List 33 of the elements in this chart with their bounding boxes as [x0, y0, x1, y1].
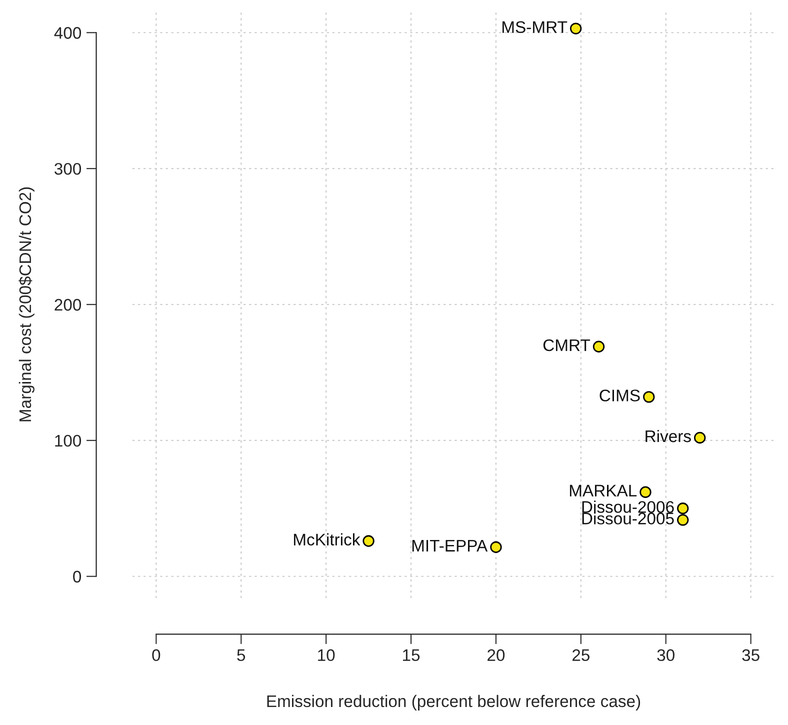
annotation: Dissou-2006	[582, 500, 674, 513]
y-tick-label: 0	[73, 570, 82, 583]
annotation: MS-MRT	[502, 21, 568, 34]
annotation: McKitrick	[294, 533, 360, 546]
x-tick-label: 30	[657, 649, 674, 662]
y-tick-label: 400	[54, 27, 82, 39]
point	[694, 432, 706, 444]
x-tick-label: 0	[152, 649, 160, 662]
x-tick-label: 35	[742, 649, 760, 662]
annotation: Rivers	[646, 430, 691, 442]
x-axis-title: Emission reduction (percent below reference case)	[267, 694, 640, 710]
point	[570, 22, 582, 34]
point	[592, 340, 605, 352]
x-tick-label: 25	[572, 649, 590, 662]
annotation: MIT-EPPA	[412, 540, 488, 552]
point	[640, 486, 652, 498]
point	[643, 391, 655, 403]
y-tick-label: 100	[55, 434, 82, 447]
annotation: Dissou-2005	[582, 512, 674, 524]
x-tick-label: 5	[237, 649, 246, 662]
annotation: MARKAL	[570, 484, 637, 496]
y-tick-label: 200	[54, 298, 82, 311]
point	[362, 535, 374, 547]
point	[490, 541, 502, 553]
annotation: CIMS	[600, 390, 640, 402]
x-tick-label: 10	[318, 649, 335, 662]
point	[677, 502, 689, 514]
y-tick-label: 300	[54, 162, 82, 175]
x-tick-label: 20	[488, 649, 505, 662]
annotation: CMRT	[543, 339, 590, 352]
point	[677, 514, 689, 526]
x-tick-label: 15	[403, 649, 420, 662]
y-axis-title: Marginal cost (200$CDN/t CO2)	[18, 187, 34, 422]
